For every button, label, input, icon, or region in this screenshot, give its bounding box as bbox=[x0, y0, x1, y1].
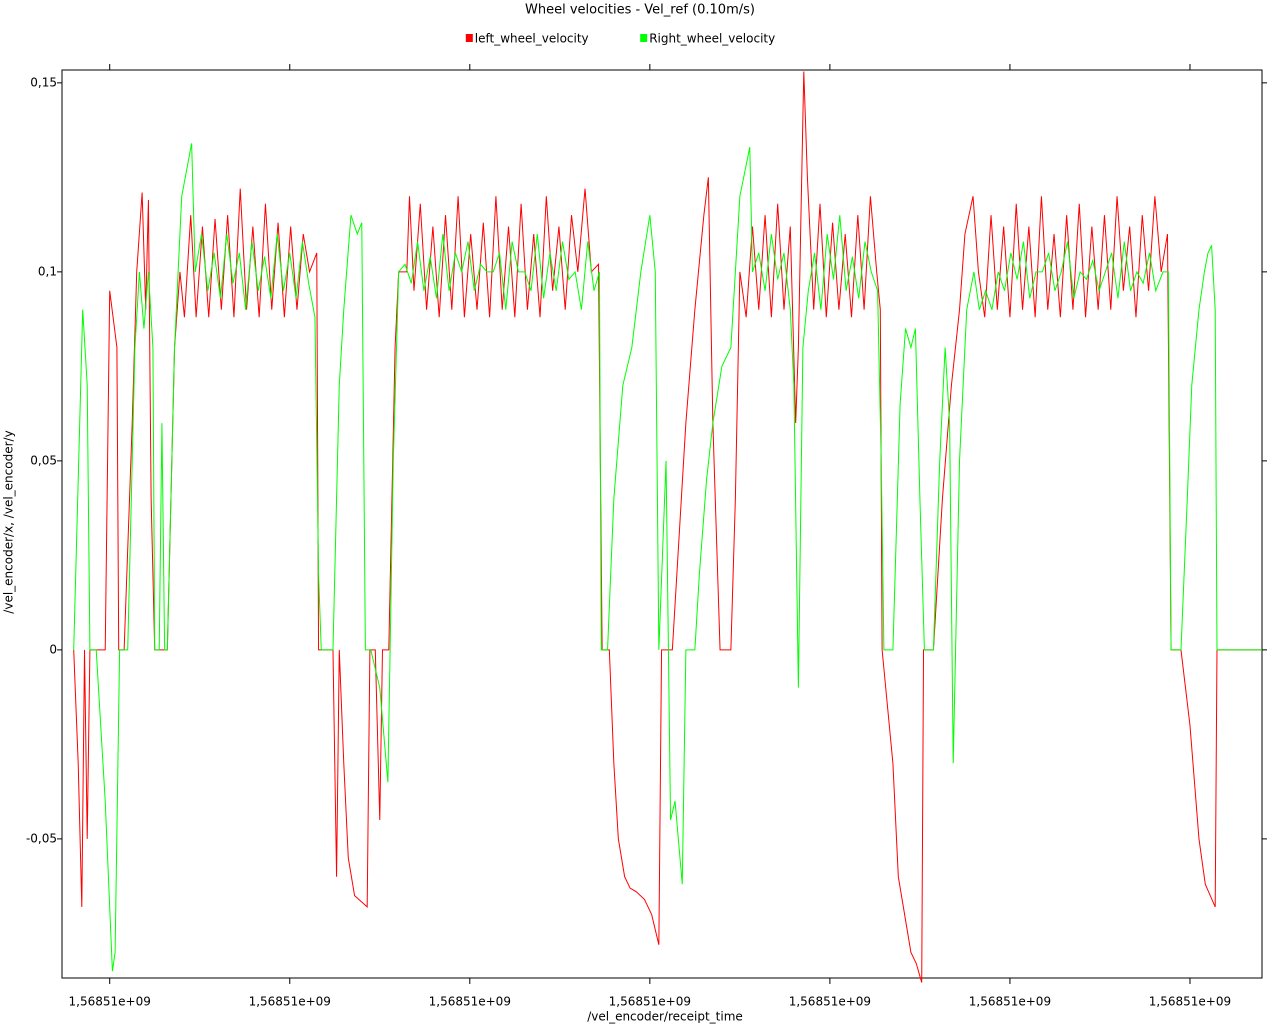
legend-label: Right_wheel_velocity bbox=[649, 32, 775, 46]
plot-frame bbox=[61, 69, 1263, 979]
y-tick-label: 0,1 bbox=[38, 264, 57, 278]
legend-label: left_wheel_velocity bbox=[475, 32, 589, 46]
x-tick-label: 1,56851e+09 bbox=[249, 995, 331, 1009]
y-tick-label: 0,15 bbox=[30, 75, 57, 89]
y-tick-label: 0 bbox=[49, 642, 57, 656]
x-tick-label: 1,56851e+09 bbox=[969, 995, 1051, 1009]
x-tick-label: 1,56851e+09 bbox=[429, 995, 511, 1009]
series-line bbox=[73, 143, 1262, 972]
legend-swatch bbox=[640, 34, 648, 42]
y-tick-label: 0,05 bbox=[30, 453, 57, 467]
x-tick-label: 1,56851e+09 bbox=[69, 995, 151, 1009]
legend-swatch bbox=[465, 34, 473, 42]
x-axis-label: /vel_encoder/receipt_time bbox=[587, 1010, 743, 1024]
chart-title: Wheel velocities - Vel_ref (0.10m/s) bbox=[525, 3, 755, 18]
y-tick-label: -0,05 bbox=[26, 831, 57, 845]
y-axis-label: /vel_encoder/x, /vel_encoder/y bbox=[2, 430, 16, 613]
x-tick-label: 1,56851e+09 bbox=[609, 995, 691, 1009]
x-tick-label: 1,56851e+09 bbox=[1149, 995, 1231, 1009]
x-tick-label: 1,56851e+09 bbox=[789, 995, 871, 1009]
